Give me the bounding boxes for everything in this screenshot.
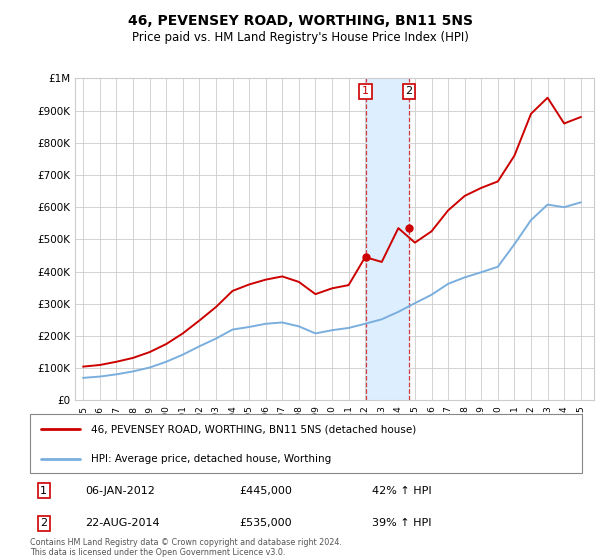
Text: 2: 2: [40, 519, 47, 528]
Text: Contains HM Land Registry data © Crown copyright and database right 2024.
This d: Contains HM Land Registry data © Crown c…: [30, 538, 342, 557]
Bar: [365, 78, 409, 400]
Text: 42% ↑ HPI: 42% ↑ HPI: [372, 486, 432, 496]
Text: 06-JAN-2012: 06-JAN-2012: [85, 486, 155, 496]
Text: £445,000: £445,000: [240, 486, 293, 496]
Text: 1: 1: [362, 86, 369, 96]
Text: 22-AUG-2014: 22-AUG-2014: [85, 519, 160, 528]
FancyBboxPatch shape: [30, 414, 582, 473]
Text: HPI: Average price, detached house, Worthing: HPI: Average price, detached house, Wort…: [91, 454, 331, 464]
Text: 46, PEVENSEY ROAD, WORTHING, BN11 5NS (detached house): 46, PEVENSEY ROAD, WORTHING, BN11 5NS (d…: [91, 424, 416, 434]
Text: 2: 2: [406, 86, 413, 96]
Text: 1: 1: [40, 486, 47, 496]
Text: £535,000: £535,000: [240, 519, 292, 528]
Text: 46, PEVENSEY ROAD, WORTHING, BN11 5NS: 46, PEVENSEY ROAD, WORTHING, BN11 5NS: [128, 14, 473, 28]
Text: 39% ↑ HPI: 39% ↑ HPI: [372, 519, 432, 528]
Text: Price paid vs. HM Land Registry's House Price Index (HPI): Price paid vs. HM Land Registry's House …: [131, 31, 469, 44]
